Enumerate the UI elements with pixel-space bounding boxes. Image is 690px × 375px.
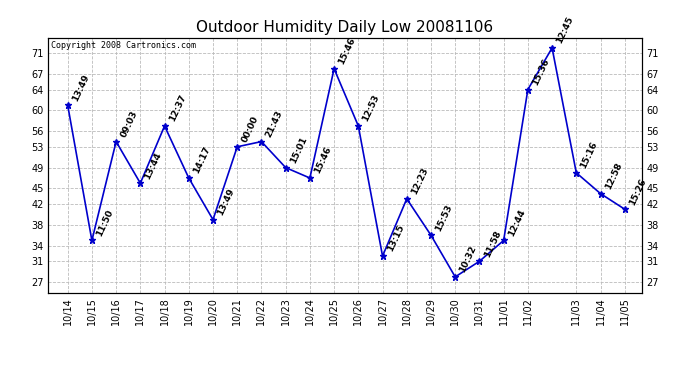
Text: 12:44: 12:44 [506,208,526,238]
Text: 11:50: 11:50 [95,208,115,238]
Text: 09:03: 09:03 [119,109,139,139]
Text: 12:58: 12:58 [603,161,624,191]
Text: 12:45: 12:45 [555,15,575,45]
Text: 13:15: 13:15 [385,224,406,253]
Text: Copyright 2008 Cartronics.com: Copyright 2008 Cartronics.com [51,41,196,50]
Text: 11:58: 11:58 [482,229,502,258]
Text: 12:37: 12:37 [168,93,188,123]
Text: 13:49: 13:49 [70,72,91,102]
Text: 00:00: 00:00 [240,115,260,144]
Text: 15:46: 15:46 [313,146,333,175]
Text: 15:26: 15:26 [627,177,648,207]
Text: 13:44: 13:44 [143,150,164,180]
Text: 12:53: 12:53 [361,93,382,123]
Text: 10:32: 10:32 [458,244,478,274]
Text: 15:36: 15:36 [531,57,551,87]
Text: 15:53: 15:53 [434,203,454,232]
Text: 21:43: 21:43 [264,109,284,139]
Text: 15:16: 15:16 [579,140,600,170]
Text: 14:17: 14:17 [192,145,212,175]
Text: 13:49: 13:49 [216,187,236,217]
Title: Outdoor Humidity Daily Low 20081106: Outdoor Humidity Daily Low 20081106 [197,20,493,35]
Text: 15:01: 15:01 [288,135,308,165]
Text: 15:46: 15:46 [337,36,357,66]
Text: 12:23: 12:23 [410,166,430,196]
